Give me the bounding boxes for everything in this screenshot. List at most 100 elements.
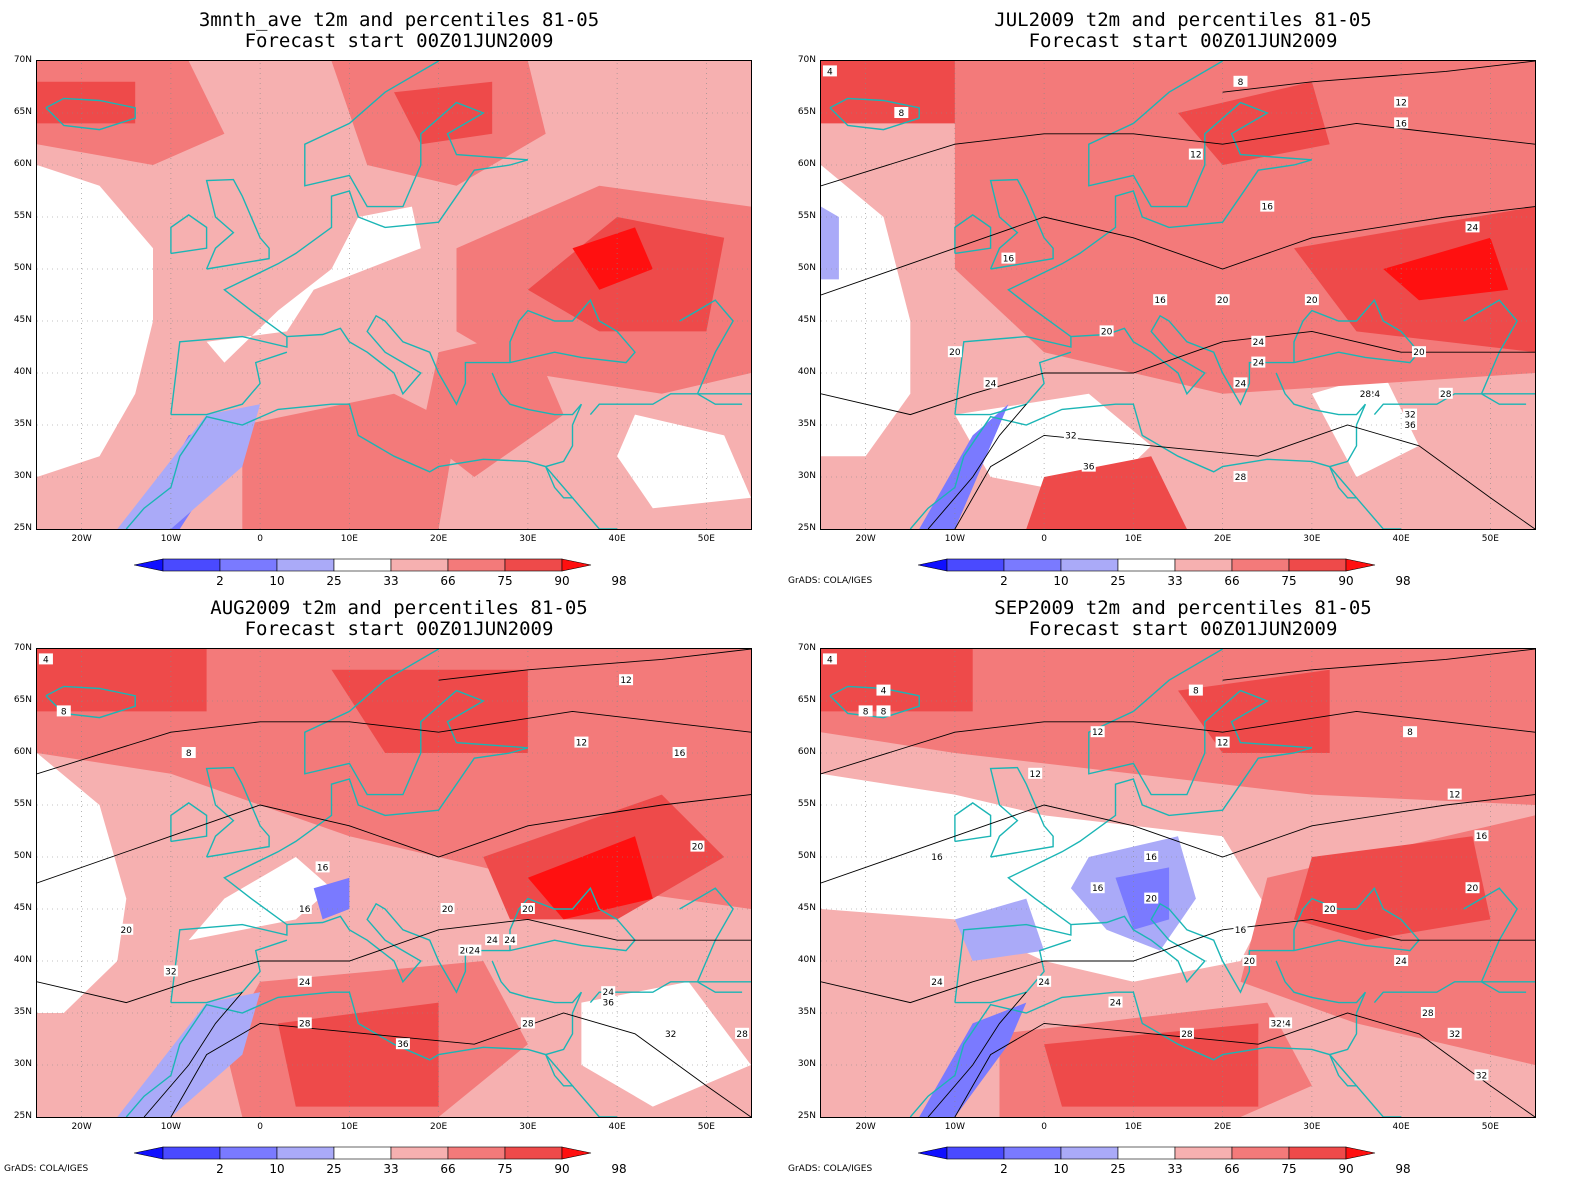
svg-text:20: 20	[121, 926, 133, 936]
contour-label: 16	[672, 747, 687, 759]
svg-text:16: 16	[1476, 832, 1488, 842]
svg-text:12: 12	[620, 676, 631, 686]
contour-label: 16	[1260, 200, 1275, 213]
contour-label: 12	[574, 736, 589, 749]
contour-label: 16	[297, 903, 312, 915]
contour-label: 24	[1037, 975, 1052, 988]
coastline	[679, 299, 743, 405]
contour-label: 24	[1233, 377, 1248, 389]
svg-text:8: 8	[186, 749, 192, 759]
latitude-label: 55N	[797, 799, 816, 809]
contour-label: 8	[1188, 684, 1203, 697]
contour-label: 20	[520, 903, 535, 915]
colorbar-segment	[561, 558, 592, 572]
colorbar-label: 90	[1338, 1162, 1354, 1176]
longitude-label: 30E	[1303, 1122, 1321, 1132]
contour-label: 12	[619, 674, 634, 686]
svg-text:20: 20	[1324, 905, 1336, 915]
svg-text:16: 16	[931, 853, 943, 863]
panel-title: SEP2009 t2m and percentiles 81-05	[994, 597, 1372, 619]
colorbar-label: 90	[1338, 574, 1354, 588]
longitude-label: 20E	[1214, 1122, 1232, 1132]
svg-text:16: 16	[317, 863, 329, 873]
coastline	[909, 991, 1367, 1117]
contour-label: 16	[1233, 923, 1248, 936]
svg-text:32: 32	[165, 967, 176, 977]
svg-text:4: 4	[43, 655, 49, 665]
contour-label: 28	[1358, 387, 1373, 400]
latitude-label: 50N	[13, 851, 32, 861]
svg-text:16: 16	[1145, 853, 1157, 863]
contour-label: 16	[315, 861, 330, 873]
colorbar-segment	[1003, 1146, 1062, 1160]
svg-text:20: 20	[692, 843, 704, 853]
latitude-label: 30N	[13, 1059, 32, 1069]
contour-label: 8	[56, 705, 71, 717]
coastline	[589, 981, 751, 1004]
longitude-label: 30E	[519, 1122, 537, 1132]
latitude-label: 40N	[13, 367, 32, 377]
contour-label: 8	[181, 747, 196, 759]
colorbar-segment	[134, 558, 164, 572]
contour-label: 8	[1403, 726, 1418, 738]
coastline	[286, 902, 510, 994]
panel-subtitle: Forecast start 00Z01JUN2009	[244, 618, 554, 640]
isotherm-contour	[821, 122, 1535, 187]
isotherm-contour	[438, 649, 751, 681]
latitude-label: 65N	[797, 107, 816, 117]
svg-text:16: 16	[674, 749, 686, 759]
longitude-label: 40E	[608, 1122, 626, 1132]
svg-text:8: 8	[863, 707, 869, 717]
longitude-label: 0	[1041, 534, 1047, 544]
contour-label: 36	[1081, 460, 1096, 473]
contour-label: 16	[1153, 294, 1168, 306]
coastline	[954, 802, 992, 843]
svg-text:28: 28	[1181, 1030, 1193, 1040]
svg-text:24: 24	[1235, 379, 1247, 389]
longitude-label: 20W	[855, 534, 876, 544]
coastline	[954, 214, 992, 255]
panel-title: 3mnth_ave t2m and percentiles 81-05	[198, 9, 600, 31]
colorbar-label: 25	[1110, 1162, 1126, 1176]
coastline	[829, 97, 920, 131]
svg-text:4: 4	[827, 655, 833, 665]
svg-text:20: 20	[1101, 327, 1113, 337]
percentile-shading: 4 4 8 8 8 8 12 12 12 12 16 16 16 16 16 20 20 20 20 24 24 24 24…	[821, 649, 1535, 1117]
latitude-label: 40N	[13, 955, 32, 965]
contour-label: 32	[1063, 429, 1078, 441]
colorbar-label: 98	[1395, 574, 1411, 588]
coastline	[1355, 497, 1402, 529]
coastline	[125, 991, 583, 1117]
latitude-label: 25N	[797, 523, 816, 533]
colorbar-segment	[390, 1146, 449, 1160]
contour-label: 4	[822, 65, 837, 77]
svg-text:12: 12	[1092, 728, 1103, 738]
latitude-label: 35N	[797, 419, 816, 429]
contour-label: 24	[485, 934, 500, 946]
colorbar-label: 2	[1000, 574, 1008, 588]
longitude-label: 20E	[430, 534, 448, 544]
contour-label: 24	[1394, 955, 1409, 967]
svg-text:20: 20	[949, 348, 961, 358]
latitude-label: 60N	[13, 747, 32, 757]
longitude-label: 10E	[340, 534, 358, 544]
colorbar-segment	[276, 558, 335, 572]
colorbar	[918, 1146, 1376, 1160]
contour-label: 24	[467, 944, 482, 957]
colorbar-segment	[219, 558, 278, 572]
isotherm-contour	[821, 794, 1535, 884]
latitude-label: 70N	[797, 643, 816, 653]
svg-text:20: 20	[1413, 348, 1425, 358]
svg-text:24: 24	[469, 947, 481, 957]
latitude-label: 35N	[13, 419, 32, 429]
latitude-label: 55N	[797, 211, 816, 221]
svg-text:28: 28	[299, 1019, 311, 1029]
isotherm-contour	[821, 710, 1535, 775]
map-panel-2: JUL2009 t2m and percentiles 81-05 Forecas…	[784, 0, 1582, 598]
svg-text:32: 32	[665, 1030, 676, 1040]
map-area: 4 8 8 12 12 16 16 16 20 20 20 20 20 24 24 24 24 24 28 28 28 3…	[36, 648, 752, 1118]
contour-label: 24	[1278, 1017, 1293, 1029]
contour-label: 20	[1411, 346, 1426, 358]
coastline	[170, 351, 288, 416]
